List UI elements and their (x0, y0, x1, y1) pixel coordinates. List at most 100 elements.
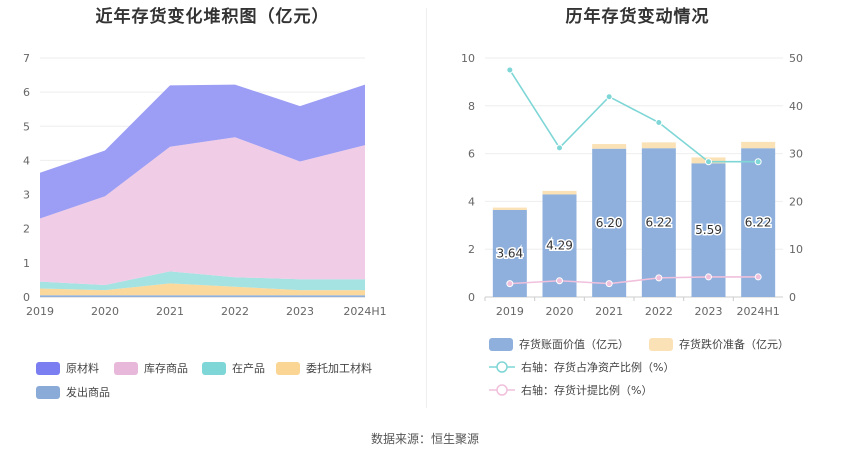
bar-data-label: 6.22 (745, 216, 772, 230)
legend-item: 委托加工材料 (276, 360, 372, 376)
bar-line-chart: 0 2 4 6 8 10 0 10 20 30 40 50 2019 2020 2021 2022 2023 20… (461, 52, 803, 318)
x-tick-label: 2024H1 (737, 305, 780, 318)
bar-provision (542, 190, 577, 195)
legend-item: 库存商品 (114, 360, 188, 376)
legend-marker (496, 361, 508, 373)
legend-swatch (36, 385, 60, 399)
y-tick-label: 0 (468, 291, 475, 304)
bar-data-label: 4.29 (546, 239, 573, 253)
legend-item: 原材料 (36, 360, 99, 376)
y-tick-label: 1 (23, 257, 30, 270)
line-point (705, 158, 712, 166)
bar-data-label: 5.59 (695, 223, 722, 237)
y-tick-label: 2 (23, 223, 30, 236)
legend-label: 发出商品 (66, 386, 110, 399)
y2-tick-label: 50 (789, 52, 803, 65)
legend-label: 原材料 (66, 362, 99, 375)
right-chart-panel: 历年存货变动情况 0 2 4 6 8 10 0 10 20 30 40 50 2019 2020 2021 2… (425, 0, 850, 420)
legend-label: 委托加工材料 (306, 362, 372, 375)
panel-divider (426, 8, 427, 408)
line-point (556, 277, 563, 285)
y2-tick-label: 40 (789, 100, 803, 113)
bar-provision (492, 207, 527, 211)
bar-data-label: 3.64 (496, 247, 523, 261)
bar-data-label: 6.20 (596, 216, 623, 230)
line-point (605, 93, 613, 101)
y-tick-label: 0 (23, 291, 30, 304)
legend-label: 存货跌价准备（亿元） (679, 338, 789, 351)
y-tick-label: 2 (468, 243, 475, 256)
legend-label: 右轴：存货占净资产比例（%） (521, 361, 675, 374)
bar-provision (741, 141, 776, 149)
legend-item: 存货跌价准备（亿元） (649, 336, 789, 352)
y-tick-label: 4 (23, 154, 30, 167)
x-tick-label: 2023 (286, 305, 314, 318)
right-chart-title: 历年存货变动情况 (565, 7, 710, 27)
x-tick-label: 2022 (645, 305, 673, 318)
legend-label: 存货账面价值（亿元） (519, 338, 629, 351)
legend-swatch (489, 384, 515, 396)
y-tick-label: 3 (23, 189, 30, 202)
line-point (754, 273, 762, 281)
area-series (40, 295, 365, 297)
line-point (506, 280, 514, 288)
y-tick-label: 4 (468, 195, 475, 208)
area-series (40, 84, 365, 219)
y-tick-label: 5 (23, 120, 30, 133)
stacked-area-chart: 0 1 2 3 4 5 6 7 2019 2020 2021 2022 2023 2024H1 (23, 52, 387, 318)
data-source-footer: 数据来源：恒生聚源 (370, 432, 479, 446)
line-series (509, 69, 759, 163)
left-chart-title: 近年存货变化堆积图（亿元） (95, 7, 330, 27)
legend-item: 存货账面价值（亿元） (489, 336, 629, 352)
bar-data-label: 6.22 (645, 216, 672, 230)
y-tick-label: 7 (23, 52, 30, 65)
x-tick-label: 2022 (221, 305, 249, 318)
line-point (506, 66, 514, 74)
line-point (754, 158, 762, 166)
legend-item: 发出商品 (36, 384, 110, 400)
y2-tick-label: 20 (789, 195, 803, 208)
area-series (40, 283, 365, 296)
legend-label: 在产品 (232, 362, 265, 375)
legend-swatch (649, 337, 673, 351)
line-series (509, 276, 759, 285)
line-point (705, 273, 712, 281)
x-tick-label: 2021 (595, 305, 623, 318)
x-tick-label: 2024H1 (343, 305, 386, 318)
legend-marker (496, 384, 508, 396)
legend-swatch (202, 361, 226, 375)
area-series (40, 271, 365, 291)
x-tick-label: 2019 (26, 305, 54, 318)
legend-swatch (489, 361, 515, 373)
legend-swatch (276, 361, 300, 375)
left-chart-panel: 近年存货变化堆积图（亿元） 0 1 2 3 4 5 6 7 2019 2020 2021 2022 20… (0, 0, 425, 420)
x-tick-label: 2019 (496, 305, 524, 318)
line-point (605, 280, 613, 288)
legend-swatch (114, 361, 138, 375)
y-tick-label: 6 (468, 148, 475, 161)
x-tick-label: 2020 (91, 305, 119, 318)
area-series (40, 137, 365, 286)
x-tick-label: 2020 (546, 305, 574, 318)
bar-book-value (641, 148, 676, 297)
line-point (655, 274, 663, 282)
y-tick-label: 6 (23, 86, 30, 99)
bar-book-value (741, 148, 776, 297)
x-tick-label: 2023 (695, 305, 723, 318)
y2-tick-label: 0 (789, 291, 796, 304)
line-point (556, 144, 563, 152)
bar-provision (592, 144, 627, 149)
y2-tick-label: 30 (789, 148, 803, 161)
legend-item: 右轴：存货计提比例（%） (489, 382, 652, 398)
x-tick-label: 2021 (156, 305, 184, 318)
bar-book-value (592, 148, 627, 297)
y-tick-label: 8 (468, 100, 475, 113)
y2-tick-label: 10 (789, 243, 803, 256)
bar-provision (641, 142, 676, 149)
legend-item: 在产品 (202, 360, 265, 376)
legend-swatch (489, 337, 513, 351)
legend-label: 库存商品 (144, 362, 188, 375)
line-point (655, 119, 663, 127)
y-tick-label: 10 (461, 52, 475, 65)
